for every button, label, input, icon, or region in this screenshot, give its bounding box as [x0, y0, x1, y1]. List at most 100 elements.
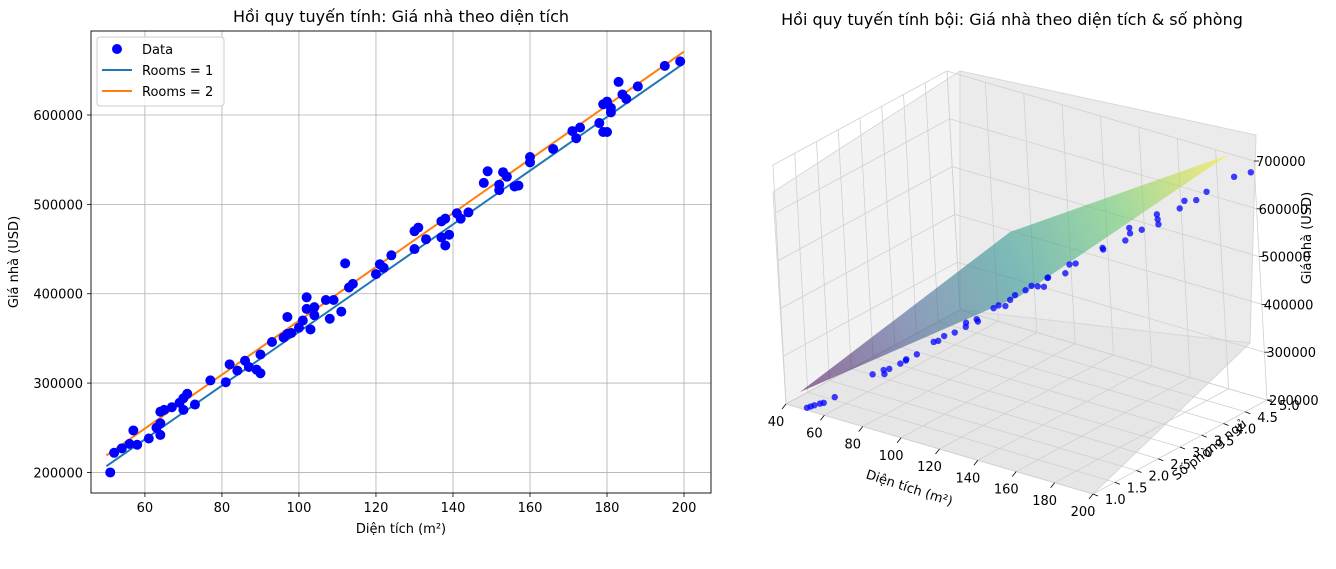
data-point-3d [1181, 197, 1188, 205]
left-y-ticks: 200000 300000 400000 500000 600000 [33, 109, 91, 481]
data-point [347, 278, 358, 289]
data-point [444, 229, 455, 240]
back-wall-gridline-x [1253, 160, 1268, 401]
x-tick-label: 40 [768, 415, 785, 430]
data-point [440, 240, 451, 251]
data-point-3d [1040, 283, 1048, 290]
left-wall-gridline-z [783, 261, 958, 357]
z-tick-label: 200000 [1269, 394, 1319, 409]
data-point-3d [1176, 205, 1183, 212]
y-tick-label: 4.5 [1257, 411, 1278, 426]
floor-gridline-y [916, 333, 1224, 424]
y-tick-label: 600000 [33, 109, 83, 124]
data-point [482, 166, 493, 177]
data-point [105, 467, 116, 478]
data-point-3d [897, 360, 904, 367]
data-point [675, 56, 686, 67]
data-point-3d [1066, 261, 1073, 268]
data-point [320, 294, 331, 305]
data-point-3d [974, 318, 982, 325]
right-3d-chart: Hồi quy tuyến tính bội: Giá nhà theo diệ… [768, 10, 1319, 520]
data-point [548, 143, 559, 154]
y-tick-mark [1201, 434, 1207, 438]
right-z-ticks: 200000 300000 400000 500000 600000 700000 [1254, 155, 1319, 409]
data-point [166, 402, 177, 413]
data-point [224, 359, 235, 370]
data-point-3d [995, 302, 1002, 309]
data-point-3d [903, 356, 910, 363]
data-point-3d [820, 399, 827, 407]
y-tick-label: 2.0 [1149, 470, 1170, 485]
left-wall-gridline-y [794, 153, 809, 393]
data-point [220, 377, 231, 388]
data-point-3d [962, 319, 970, 326]
left-wall-gridline-y [881, 106, 896, 346]
data-point [143, 433, 154, 444]
left-wall-gridline-y [924, 82, 939, 322]
left-wall-gridline-z [780, 214, 955, 309]
floor-gridline-y [872, 356, 1181, 448]
data-point [282, 311, 293, 322]
data-point [255, 349, 266, 360]
left-wall-gridline-y [816, 141, 830, 381]
data-point-3d [1138, 226, 1145, 233]
y-tick-mark [1136, 470, 1142, 473]
data-point [301, 292, 312, 303]
right-scatter-points [803, 169, 1255, 411]
right-chart-title: Hồi quy tuyến tính bội: Giá nhà theo diệ… [781, 10, 1243, 29]
data-point-3d [930, 338, 937, 346]
right-x-ticks: 40 60 80 100 120 140 160 180 200 [768, 403, 1095, 520]
data-point-3d [1154, 216, 1161, 223]
x-tick-label: 180 [595, 501, 620, 516]
data-point [232, 365, 243, 376]
y-tick-label: 300000 [33, 377, 83, 392]
regression-line-rooms-1 [105, 62, 685, 468]
x-tick-label: 160 [994, 483, 1019, 498]
y-tick-mark [1179, 446, 1186, 450]
data-point [116, 443, 127, 454]
x-tick-label: 120 [364, 501, 389, 516]
y-tick-label: 4.0 [1236, 423, 1257, 438]
data-point-3d [886, 365, 893, 373]
data-point [632, 81, 643, 92]
data-point [159, 404, 170, 415]
data-point [478, 177, 489, 188]
data-point [324, 313, 335, 324]
data-point [571, 133, 582, 144]
y-tick-label: 2.5 [1170, 458, 1191, 473]
x-tick-mark [1088, 493, 1094, 500]
data-point-3d [1155, 221, 1162, 228]
x-tick-label: 140 [441, 501, 466, 516]
data-point-3d [940, 332, 948, 340]
data-point [575, 122, 586, 133]
y-tick-label: 5.0 [1279, 399, 1300, 414]
data-point-3d [1028, 282, 1035, 290]
data-point-3d [1230, 173, 1238, 181]
x-tick-label: 60 [137, 501, 154, 516]
data-point [305, 324, 316, 335]
data-point-3d [1072, 260, 1079, 267]
back-wall-gridline-z [959, 309, 1268, 401]
data-point-3d [1022, 287, 1029, 294]
left-scatter-points [105, 56, 686, 478]
y-tick-mark [1223, 423, 1229, 426]
z-tick-label: 300000 [1266, 346, 1316, 361]
x-tick-label: 180 [1032, 494, 1057, 509]
y-tick-mark [1092, 493, 1099, 497]
data-point [525, 152, 536, 162]
regression-surface [800, 155, 1228, 392]
left-chart-title: Hồi quy tuyến tính: Giá nhà theo diện tí… [233, 7, 569, 26]
data-point-3d [1193, 196, 1200, 204]
floor-gridline-y [829, 380, 1137, 471]
data-point-3d [1122, 237, 1129, 244]
x-tick-mark [781, 403, 787, 410]
data-point [605, 102, 616, 113]
left-wall-gridline-z [772, 70, 948, 166]
x-tick-label: 100 [879, 449, 904, 464]
data-point [501, 171, 512, 182]
data-point [124, 438, 135, 449]
data-point [301, 303, 312, 314]
data-point-3d [1011, 291, 1019, 299]
x-tick-mark [973, 460, 979, 466]
